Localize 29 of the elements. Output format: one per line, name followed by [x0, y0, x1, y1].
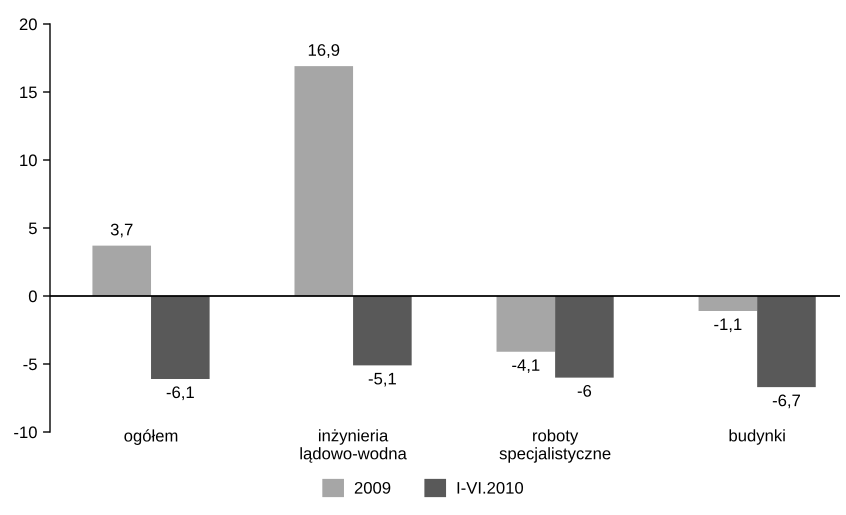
data-label: -1,1: [714, 318, 742, 332]
bar: [151, 296, 210, 379]
x-tick-label: roboty specjalistyczne: [500, 429, 610, 463]
data-label: 3,7: [110, 224, 132, 238]
data-label: -6: [578, 384, 592, 397]
bar: [353, 296, 412, 366]
y-tick-label: 5: [28, 222, 37, 234]
x-tick-label: budynki: [730, 429, 785, 445]
bar: [555, 296, 614, 378]
data-label: -5,1: [368, 372, 396, 387]
bar: [496, 296, 556, 352]
x-tick-label: inżynieria lądowo-wodna: [300, 429, 407, 463]
legend-label: I-VI.2010: [458, 482, 524, 494]
data-label: -4,1: [512, 359, 540, 373]
y-tick-label: 0: [28, 290, 37, 302]
bar: [294, 66, 354, 296]
bar: [757, 296, 816, 388]
y-tick-label: 10: [20, 154, 37, 166]
data-label: 16,9: [308, 44, 340, 58]
bar: [698, 296, 758, 311]
data-label: -6,7: [772, 394, 800, 408]
y-tick-label: 20: [20, 18, 37, 30]
y-tick-label: -10: [14, 426, 37, 438]
data-label: -6,1: [166, 386, 194, 400]
y-tick-label: -5: [23, 358, 37, 370]
legend-label: 2009: [354, 482, 390, 494]
x-tick-label: ogółem: [124, 429, 178, 445]
y-tick-label: 15: [20, 86, 37, 98]
bar: [92, 246, 152, 296]
